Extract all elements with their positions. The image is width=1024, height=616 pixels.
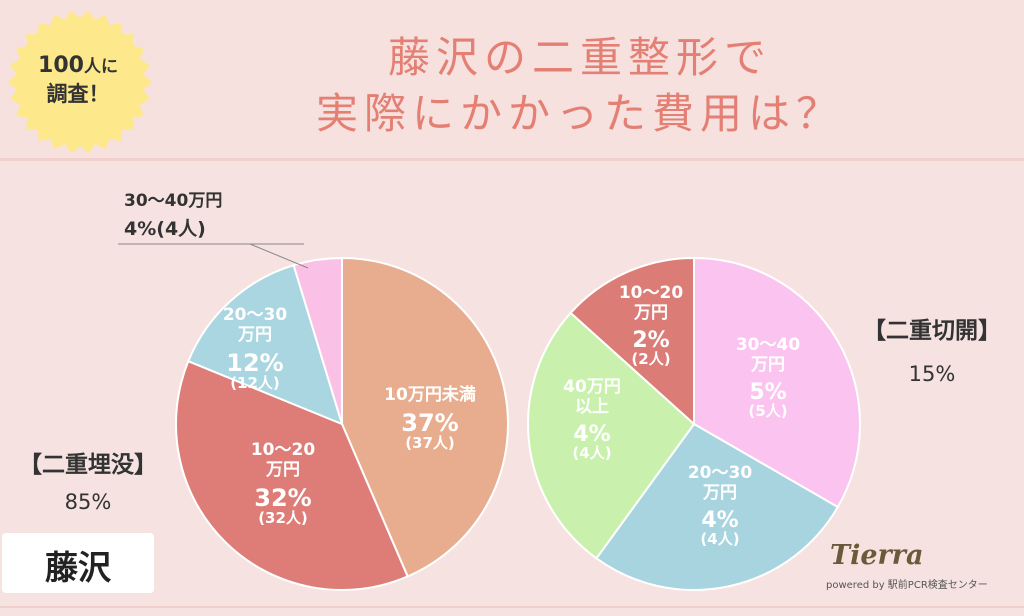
slice-percent: 32% xyxy=(254,484,311,512)
location-box xyxy=(2,533,154,593)
slice-label: 万円 xyxy=(702,483,737,503)
badge-line2: 調査！ xyxy=(46,82,110,106)
slice-label: 万円 xyxy=(750,355,785,375)
slice-label: 万円 xyxy=(633,303,668,323)
logo-subtitle: powered by 駅前PCR検査センター xyxy=(826,580,988,591)
slice-label: 万円 xyxy=(237,325,272,345)
survey-badge-icon xyxy=(8,10,152,154)
slice-label: 20〜30 xyxy=(223,305,287,325)
pie-slice xyxy=(595,422,840,591)
slice-label: 20〜30 xyxy=(688,463,752,483)
slice-label: 万円 xyxy=(265,460,300,480)
group-label-incision: 【二重切開】 xyxy=(863,318,1001,344)
slice-percent: 2% xyxy=(632,328,669,353)
footer-divider xyxy=(0,606,1024,608)
badge-line1: 100人に xyxy=(38,53,118,78)
location-label: 藤沢 xyxy=(45,548,111,587)
pie-slice xyxy=(187,263,344,426)
slice-label: 30〜40 xyxy=(736,335,800,355)
pie-slice xyxy=(341,256,509,578)
slice-label: 以上 xyxy=(575,397,609,417)
title-line2: 実際にかかった費用は？ xyxy=(315,89,844,138)
slice-count: (4人) xyxy=(572,444,611,462)
slice-percent: 5% xyxy=(749,380,786,405)
slice-percent: 12% xyxy=(226,349,283,377)
title-line1: 藤沢の二重整形で xyxy=(387,33,772,82)
slice-label: 40万円 xyxy=(563,377,621,397)
pie-slice xyxy=(569,256,695,427)
pie-slice xyxy=(174,359,409,591)
slice-label: 10〜20 xyxy=(251,440,315,460)
slice-percent: 37% xyxy=(401,409,458,437)
logo-title: Tierra xyxy=(830,540,924,571)
pie-slice xyxy=(693,256,861,509)
header-band xyxy=(0,0,1024,158)
slice-count: (2人) xyxy=(631,350,670,368)
slice-count: (32人) xyxy=(258,509,308,527)
pie-slice xyxy=(292,256,343,425)
header-divider xyxy=(0,158,1024,161)
slice-count: (12人) xyxy=(230,374,280,392)
callout-value: 4%(4人) xyxy=(124,218,206,240)
callout-line xyxy=(249,243,309,269)
slice-count: (5人) xyxy=(748,402,787,420)
slice-percent: 4% xyxy=(701,508,738,533)
group-percent-burial: 85% xyxy=(64,490,112,514)
slice-label: 10〜20 xyxy=(619,283,683,303)
pie-slice xyxy=(527,311,696,560)
slice-count: (37人) xyxy=(405,434,455,452)
group-label-burial: 【二重埋没】 xyxy=(19,452,157,478)
slice-label: 10万円未満 xyxy=(384,384,476,405)
callout-label: 30〜40万円 xyxy=(124,191,223,211)
group-percent-incision: 15% xyxy=(908,362,956,386)
slice-count: (4人) xyxy=(700,530,739,548)
slice-percent: 4% xyxy=(573,422,610,447)
